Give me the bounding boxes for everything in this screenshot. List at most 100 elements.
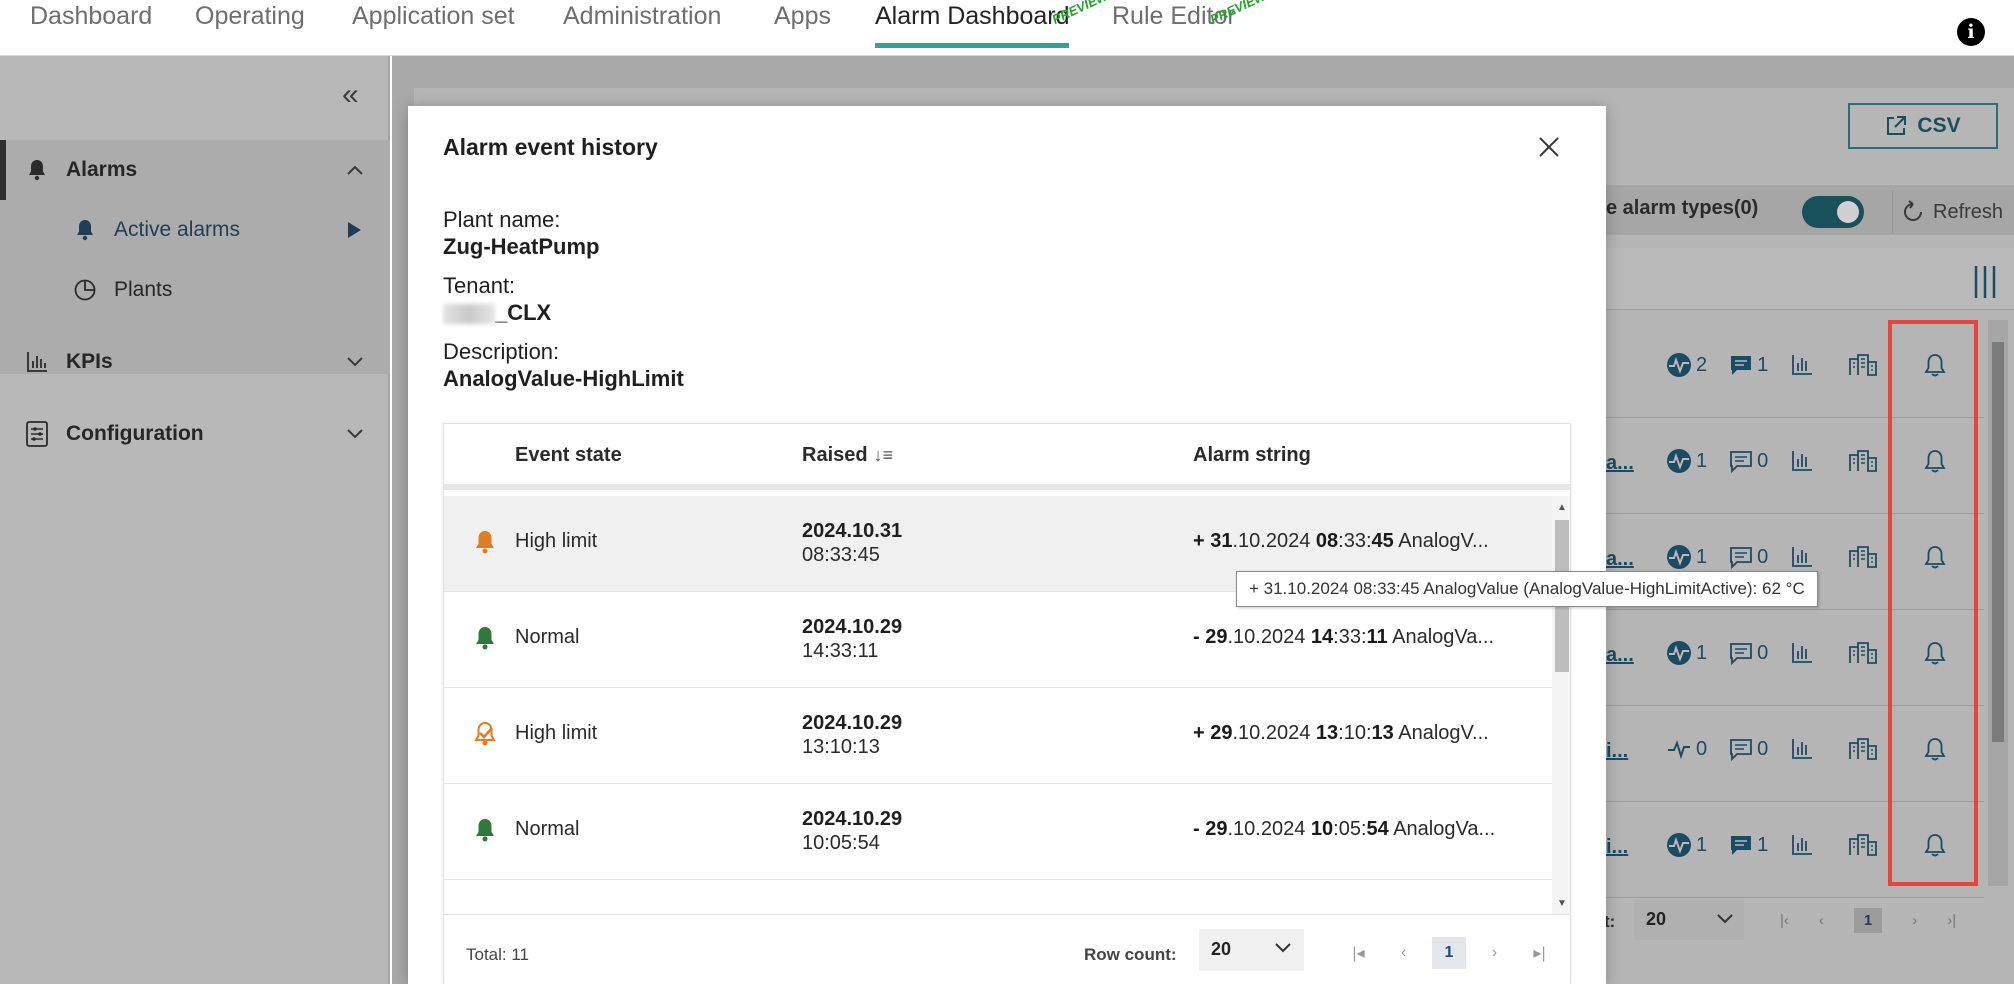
building-icon[interactable] [1848,353,1878,377]
column-event-state[interactable]: Event state [515,444,622,466]
sidebar-item-active-alarms[interactable]: Active alarms [70,215,240,245]
table-row[interactable]: Normal 2024.10.29 14:33:11 - 29.10.2024 14:… [444,592,1552,688]
alarm-types-toggle[interactable] [1802,196,1864,228]
comment-count[interactable]: 0 [1729,545,1768,569]
tab-operating[interactable]: Operating [195,2,305,30]
table-row[interactable] [1604,322,1984,418]
collapse-sidebar-icon[interactable]: « [342,78,359,111]
pagination: |◂ ‹ 1 › ▸| [1336,937,1562,969]
next-page-icon[interactable]: › [1912,912,1918,929]
tab-rule-editor[interactable]: Rule Editor [1112,2,1236,30]
bar-chart-icon[interactable] [1790,353,1814,377]
comment-count[interactable]: 0 [1729,641,1768,665]
column-raised[interactable]: Raised ↓≡ [802,444,893,467]
table-row[interactable] [1604,418,1984,514]
tab-dashboard[interactable]: Dashboard [30,2,153,30]
plant-link[interactable]: i... [1606,836,1629,858]
sidebar-item-plants[interactable]: Plants [70,275,172,305]
chevron-up-icon[interactable] [346,163,364,177]
comment-count[interactable]: 1 [1729,833,1768,857]
background-scrollbar[interactable] [1988,320,2008,886]
last-page-icon[interactable]: ▸| [1533,945,1546,962]
bell-icon[interactable] [1922,352,1948,378]
alarm-string: - 29.10.2024 10:05:54 AnalogVa... [1193,818,1496,840]
bar-chart-icon[interactable] [1790,737,1814,761]
column-settings-icon[interactable] [1970,264,2000,300]
current-page[interactable]: 1 [1432,937,1466,969]
pie-chart-icon [70,275,100,305]
bar-chart-icon[interactable] [1790,641,1814,665]
sidebar-item-configuration[interactable]: Configuration [22,419,204,449]
building-icon[interactable] [1848,449,1878,473]
export-csv-button[interactable]: CSV [1848,103,1998,149]
next-page-icon[interactable]: › [1491,944,1498,961]
table-row[interactable] [1604,802,1984,898]
comment-count[interactable]: 0 [1729,737,1768,761]
building-icon[interactable] [1848,737,1878,761]
table-row[interactable] [1604,610,1984,706]
building-icon[interactable] [1848,641,1878,665]
sort-descending-icon[interactable]: ↓≡ [873,445,894,465]
alarm-string-tooltip: + 31.10.2024 08:33:45 AnalogValue (Analo… [1236,571,1818,607]
info-icon[interactable]: i [1957,18,1985,46]
sidebar-item-kpis[interactable]: KPIs [22,347,113,377]
prev-page-icon[interactable]: ‹ [1818,912,1824,929]
plant-link[interactable]: a... [1606,548,1634,570]
tab-alarm-dashboard[interactable]: Alarm Dashboard [875,2,1070,30]
comment-count[interactable]: 1 [1729,353,1768,377]
plant-link[interactable]: a... [1606,452,1634,474]
table-row[interactable] [1604,514,1984,610]
pulse-count[interactable]: 1 [1666,640,1707,666]
row-count-select[interactable]: 20 [1634,900,1744,940]
active-tab-indicator [875,43,1069,48]
column-alarm-string[interactable]: Alarm string [1193,444,1311,466]
pulse-count[interactable]: 0 [1666,736,1707,762]
pulse-count[interactable]: 2 [1666,352,1707,378]
chevron-down-icon[interactable] [346,355,364,369]
first-page-icon[interactable]: |‹ [1780,912,1789,929]
refresh-icon [1904,200,1922,221]
plant-link[interactable]: i... [1606,740,1629,762]
redacted-text [443,304,495,325]
bar-chart-icon[interactable] [1790,449,1814,473]
row-count-select[interactable]: 20 [1199,929,1304,971]
tab-application-set[interactable]: Application set [352,2,515,30]
bell-icon [70,215,100,245]
chevron-down-icon[interactable] [346,427,364,441]
sidebar-item-alarms[interactable]: Alarms [22,155,137,185]
close-icon[interactable] [1536,134,1562,160]
sidebar-item-label: Configuration [66,422,204,445]
table-row[interactable]: High limit 2024.10.29 13:10:13 + 29.10.2024… [444,688,1552,784]
building-icon[interactable] [1848,833,1878,857]
table-row[interactable]: Normal 2024.10.29 10:05:54 - 29.10.2024 10:… [444,784,1552,880]
tab-apps[interactable]: Apps [774,2,831,30]
pulse-count[interactable]: 1 [1666,832,1707,858]
bell-icon[interactable] [1922,544,1948,570]
bell-icon[interactable] [1922,640,1948,666]
refresh-button[interactable]: Refresh [1892,190,2014,234]
chevron-down-icon [1717,914,1733,924]
tab-administration[interactable]: Administration [563,2,722,30]
bell-icon[interactable] [1922,832,1948,858]
bell-icon [476,531,494,554]
comment-count[interactable]: 0 [1729,449,1768,473]
plant-link[interactable]: a... [1606,644,1634,666]
pulse-count[interactable]: 1 [1666,544,1707,570]
scroll-down-icon[interactable]: ▼ [1557,898,1567,909]
current-page[interactable]: 1 [1853,908,1883,933]
building-icon[interactable] [1848,545,1878,569]
last-page-icon[interactable]: ›| [1947,912,1957,929]
table-scrollbar[interactable]: ▲ ▼ [1552,496,1570,916]
table-row[interactable] [1604,706,1984,802]
scroll-up-icon[interactable]: ▲ [1557,502,1567,513]
bell-icon[interactable] [1922,736,1948,762]
prev-page-icon[interactable]: ‹ [1400,944,1407,961]
bar-chart-icon[interactable] [1790,545,1814,569]
row-count-value: 20 [1646,909,1667,929]
bar-chart-icon[interactable] [1790,833,1814,857]
pulse-count[interactable]: 1 [1666,448,1707,474]
bell-icon[interactable] [1922,448,1948,474]
first-page-icon[interactable]: |◂ [1352,945,1365,962]
